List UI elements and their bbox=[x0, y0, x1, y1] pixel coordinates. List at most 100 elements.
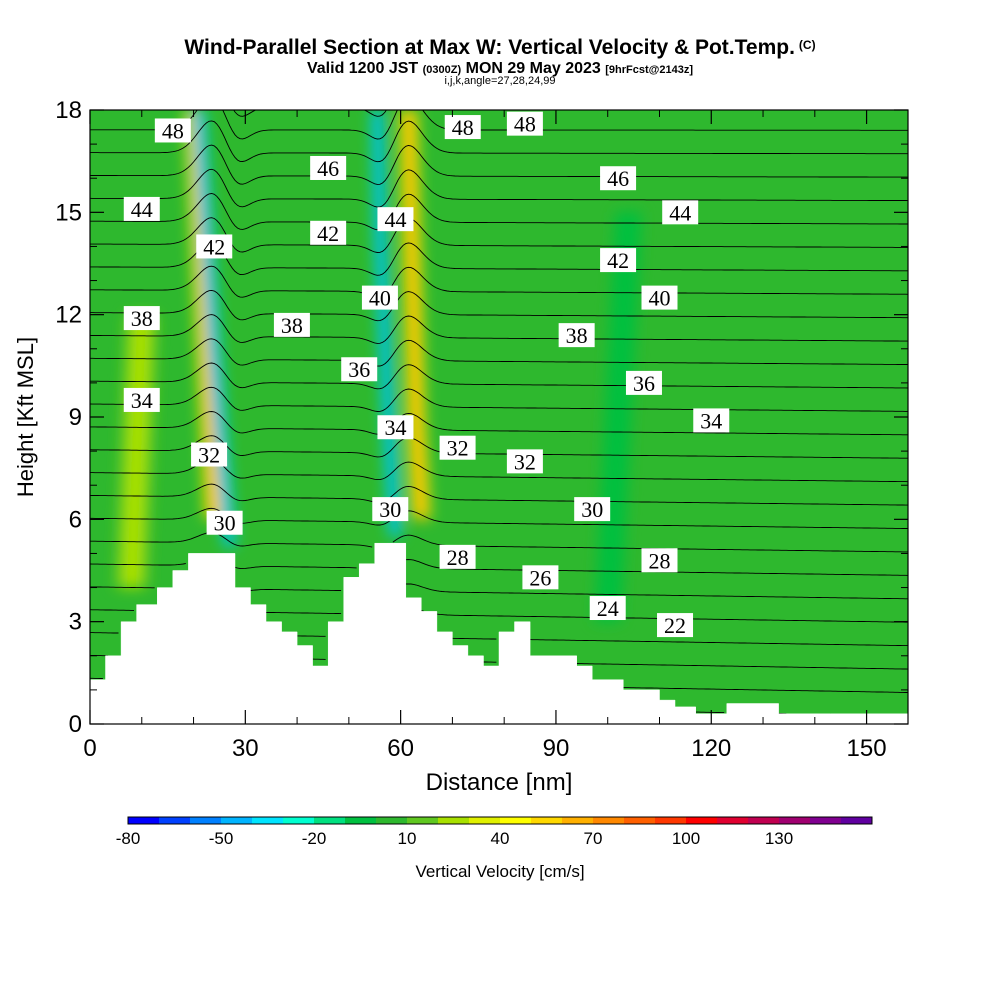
contour-label-10: 42 bbox=[600, 248, 637, 273]
contour-label-text-29: 26 bbox=[529, 565, 551, 590]
contour-label-15: 38 bbox=[558, 323, 595, 348]
contour-label-text-8: 44 bbox=[384, 207, 406, 232]
contour-label-27: 28 bbox=[439, 544, 476, 570]
colorbar-tick-label-2: -20 bbox=[302, 829, 327, 848]
theta-contour-34 bbox=[90, 411, 908, 436]
contour-label-text-19: 34 bbox=[384, 415, 406, 440]
forecast-info: [9hrFcst@2143z] bbox=[605, 64, 694, 76]
colorbar-tick-label-4: 40 bbox=[491, 829, 510, 848]
colorbar-tick-label-0: -80 bbox=[116, 829, 141, 848]
colorbar-swatch-11 bbox=[469, 817, 501, 824]
contour-label-22: 32 bbox=[439, 435, 476, 461]
contour-label-text-13: 38 bbox=[131, 306, 153, 331]
contour-label-24: 30 bbox=[206, 510, 243, 536]
contour-label-11: 40 bbox=[361, 285, 398, 311]
theta-contour-46 bbox=[90, 120, 908, 163]
contour-label-text-12: 40 bbox=[648, 286, 670, 311]
contour-label-31: 22 bbox=[657, 613, 694, 638]
theta-contour-47 bbox=[90, 110, 908, 140]
theta-contour-36 bbox=[90, 362, 908, 390]
contour-label-text-3: 48 bbox=[514, 112, 536, 137]
theta-contour-27 bbox=[90, 583, 908, 600]
contour-label-2: 48 bbox=[444, 115, 481, 140]
contour-label-29: 26 bbox=[522, 565, 559, 590]
colorbar-swatch-19 bbox=[717, 817, 749, 824]
colorbar-swatch-15 bbox=[593, 817, 625, 824]
contour-label-text-28: 28 bbox=[648, 548, 670, 573]
contour-label-text-10: 42 bbox=[607, 248, 629, 273]
y-tick-label-15: 15 bbox=[55, 199, 82, 226]
contour-label-text-15: 38 bbox=[566, 323, 588, 348]
colorbar-frame bbox=[127, 816, 873, 825]
contour-label-text-21: 32 bbox=[198, 443, 220, 468]
valid-prefix: Valid 1200 JST bbox=[306, 60, 419, 77]
chart-title: Wind-Parallel Section at Max W: Vertical… bbox=[184, 36, 816, 59]
y-tick-label-9: 9 bbox=[69, 404, 82, 431]
chart-subtitle: Valid 1200 JST (0300Z) MON 29 May 2023 [… bbox=[0, 60, 1000, 78]
theta-contour-35 bbox=[90, 386, 908, 412]
terrain bbox=[90, 542, 908, 724]
contour-label-12: 40 bbox=[641, 285, 678, 311]
colorbar-swatch-9 bbox=[407, 817, 439, 824]
colorbar-tick-label-3: 10 bbox=[398, 829, 417, 848]
colorbar-tick-label-6: 100 bbox=[672, 829, 700, 848]
contour-label-text-24: 30 bbox=[214, 511, 236, 536]
contour-label-13: 38 bbox=[123, 306, 160, 331]
theta-contour-45 bbox=[90, 144, 908, 185]
contour-label-text-4: 46 bbox=[607, 166, 629, 191]
valid-utc: (0300Z) bbox=[422, 64, 462, 76]
colorbar-swatch-1 bbox=[159, 817, 191, 824]
colorbar-swatch-17 bbox=[655, 817, 687, 824]
contour-label-19: 34 bbox=[377, 415, 414, 440]
x-tick-label-60: 60 bbox=[387, 735, 414, 762]
contour-label-14: 38 bbox=[273, 312, 310, 338]
contour-label-text-9: 44 bbox=[669, 200, 691, 225]
theta-contour-40 bbox=[90, 265, 908, 299]
contour-label-28: 28 bbox=[641, 548, 678, 573]
colorbar-swatch-7 bbox=[345, 817, 377, 824]
contour-label-3: 48 bbox=[506, 112, 543, 137]
colorbar-swatch-6 bbox=[314, 817, 346, 824]
y-axis-label: Height [Kft MSL] bbox=[13, 337, 38, 497]
terrain-profile bbox=[90, 542, 908, 724]
contour-label-26: 30 bbox=[574, 497, 611, 522]
colorbar-tick-label-5: 70 bbox=[584, 829, 603, 848]
contour-label-25: 30 bbox=[372, 497, 409, 522]
y-tick-label-6: 6 bbox=[69, 506, 82, 533]
theta-contour-26 bbox=[90, 609, 908, 623]
contour-label-text-25: 30 bbox=[379, 497, 401, 522]
valid-date: MON 29 May 2023 bbox=[465, 60, 601, 77]
contour-label-text-6: 42 bbox=[203, 234, 225, 259]
contour-label-30: 24 bbox=[589, 596, 626, 621]
contour-label-text-0: 48 bbox=[162, 118, 184, 143]
colorbar-swatch-12 bbox=[500, 817, 532, 824]
theta-contour-23 bbox=[90, 677, 908, 693]
contour-label-text-30: 24 bbox=[597, 596, 619, 621]
colorbar-swatch-3 bbox=[221, 817, 253, 824]
contour-label-text-17: 36 bbox=[633, 371, 655, 396]
colorbar-swatch-13 bbox=[531, 817, 563, 824]
contour-label-7: 42 bbox=[310, 220, 347, 246]
y-tick-label-18: 18 bbox=[55, 97, 82, 124]
colorbar-swatch-21 bbox=[779, 817, 811, 824]
colorbar-swatch-20 bbox=[748, 817, 780, 824]
x-tick-label-30: 30 bbox=[232, 735, 259, 762]
colorbar-tick-label-7: 130 bbox=[765, 829, 793, 848]
colorbar-swatch-5 bbox=[283, 817, 315, 824]
colorbar-swatch-10 bbox=[438, 817, 470, 824]
contour-label-text-16: 36 bbox=[348, 357, 370, 382]
contour-label-16: 36 bbox=[341, 357, 378, 382]
contour-label-text-23: 32 bbox=[514, 449, 536, 474]
contour-label-text-2: 48 bbox=[452, 115, 474, 140]
colorbar-swatch-8 bbox=[376, 817, 408, 824]
contour-label-text-27: 28 bbox=[447, 545, 469, 570]
theta-contour-41 bbox=[90, 241, 908, 276]
contour-label-text-31: 22 bbox=[664, 613, 686, 638]
chart-indices: i,j,k,angle=27,28,24,99 bbox=[444, 75, 556, 87]
contour-label-text-22: 32 bbox=[447, 436, 469, 461]
contour-label-0: 48 bbox=[154, 118, 191, 143]
contour-label-text-20: 34 bbox=[700, 408, 722, 433]
y-tick-label-12: 12 bbox=[55, 302, 82, 329]
